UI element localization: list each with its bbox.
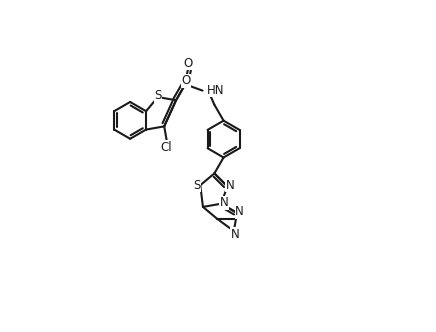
Text: N: N — [231, 228, 239, 241]
Text: Cl: Cl — [160, 140, 172, 154]
Text: N: N — [235, 205, 244, 218]
Text: S: S — [154, 89, 162, 102]
Text: O: O — [184, 57, 193, 70]
Text: N: N — [220, 197, 229, 209]
Text: O: O — [181, 74, 191, 88]
Text: HN: HN — [207, 84, 225, 97]
Text: S: S — [194, 179, 201, 192]
Text: N: N — [225, 179, 234, 192]
